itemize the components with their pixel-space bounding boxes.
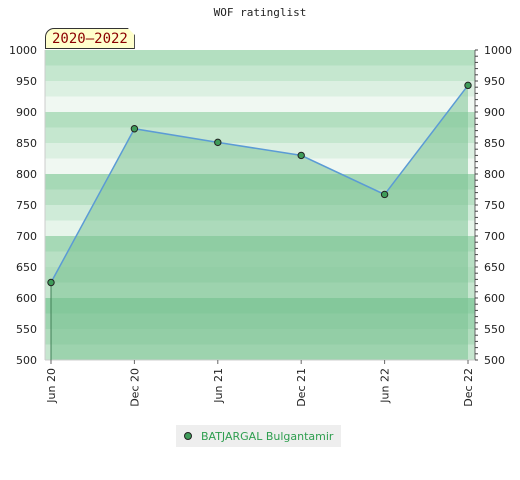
y-tick-label-left: 500	[16, 354, 37, 367]
y-tick-label-right: 750	[484, 199, 505, 212]
y-tick-label-left: 650	[16, 261, 37, 274]
data-point	[380, 190, 389, 199]
series-line	[50, 84, 469, 283]
grid-band	[45, 65, 475, 81]
y-tick-label-right: 800	[484, 168, 505, 181]
y-tick-label-right: 550	[484, 323, 505, 336]
data-point	[464, 81, 472, 90]
y-tick-label-left: 900	[16, 106, 37, 119]
y-tick-label-left: 800	[16, 168, 37, 181]
grid-band	[45, 81, 475, 97]
x-tick-label: Jun 20	[45, 368, 58, 404]
data-point	[130, 125, 139, 133]
grid-band	[45, 96, 475, 112]
period-badge: 2020–2022	[45, 28, 135, 49]
y-tick-label-right: 950	[484, 75, 505, 88]
y-tick-label-left: 950	[16, 75, 37, 88]
grid-band	[45, 50, 475, 66]
data-point	[297, 151, 305, 160]
y-tick-label-left: 1000	[9, 44, 37, 57]
data-point	[214, 138, 222, 147]
y-tick-label-left: 750	[16, 199, 37, 212]
y-tick-label-left: 550	[16, 323, 37, 336]
legend: BATJARGAL Bulgantamir	[176, 425, 342, 447]
x-tick-label: Dec 22	[462, 368, 475, 407]
y-tick-label-right: 500	[484, 354, 505, 367]
x-tick-label: Jun 21	[212, 368, 225, 404]
y-tick-label-right: 850	[484, 137, 505, 150]
plot-area: 500 500 550 550 600 600 650 650 700 700 750 750 800 8…	[9, 44, 512, 407]
y-tick-label-right: 900	[484, 106, 505, 119]
series-area	[51, 85, 468, 360]
chart-title: WOF ratinglist	[213, 6, 307, 19]
data-point	[47, 278, 55, 287]
y-tick-label-left: 700	[16, 230, 37, 243]
y-tick-label-right: 650	[484, 261, 505, 274]
x-tick-label: Dec 20	[128, 368, 141, 407]
grid-band	[45, 112, 475, 128]
grid-band	[45, 127, 475, 143]
y-tick-label-right: 600	[484, 292, 505, 305]
x-tick-label: Dec 21	[295, 368, 308, 407]
legend-marker-icon	[184, 432, 192, 440]
y-tick-label-right: 700	[484, 230, 505, 243]
x-tick-label: Jun 22	[379, 368, 392, 404]
y-tick-label-left: 850	[16, 137, 37, 150]
legend-label: BATJARGAL Bulgantamir	[201, 429, 334, 443]
y-tick-label-right: 1000	[484, 44, 512, 57]
y-tick-label-left: 600	[16, 292, 37, 305]
